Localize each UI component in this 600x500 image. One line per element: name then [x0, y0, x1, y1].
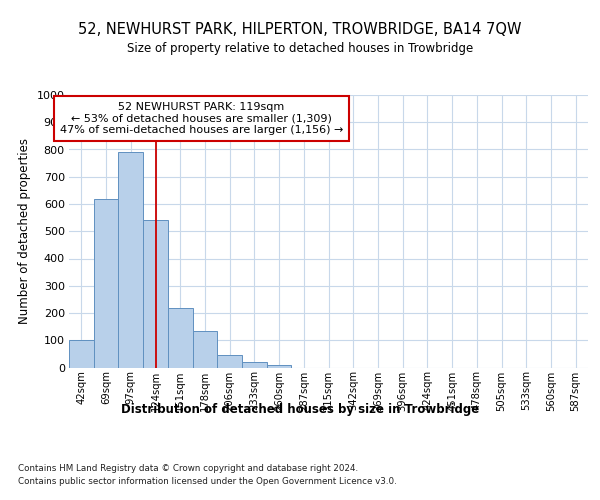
Text: Contains HM Land Registry data © Crown copyright and database right 2024.: Contains HM Land Registry data © Crown c… — [18, 464, 358, 473]
Bar — [94, 198, 118, 368]
Text: Size of property relative to detached houses in Trowbridge: Size of property relative to detached ho… — [127, 42, 473, 55]
Bar — [267, 365, 292, 368]
Text: 52 NEWHURST PARK: 119sqm
← 53% of detached houses are smaller (1,309)
47% of sem: 52 NEWHURST PARK: 119sqm ← 53% of detach… — [59, 102, 343, 135]
Bar — [118, 152, 143, 368]
Y-axis label: Number of detached properties: Number of detached properties — [18, 138, 31, 324]
Bar — [193, 330, 217, 368]
Bar — [143, 220, 168, 368]
Bar — [242, 362, 267, 368]
Bar — [69, 340, 94, 367]
Bar — [217, 355, 242, 368]
Text: Contains public sector information licensed under the Open Government Licence v3: Contains public sector information licen… — [18, 478, 397, 486]
Text: Distribution of detached houses by size in Trowbridge: Distribution of detached houses by size … — [121, 402, 479, 415]
Text: 52, NEWHURST PARK, HILPERTON, TROWBRIDGE, BA14 7QW: 52, NEWHURST PARK, HILPERTON, TROWBRIDGE… — [78, 22, 522, 38]
Bar — [168, 308, 193, 368]
